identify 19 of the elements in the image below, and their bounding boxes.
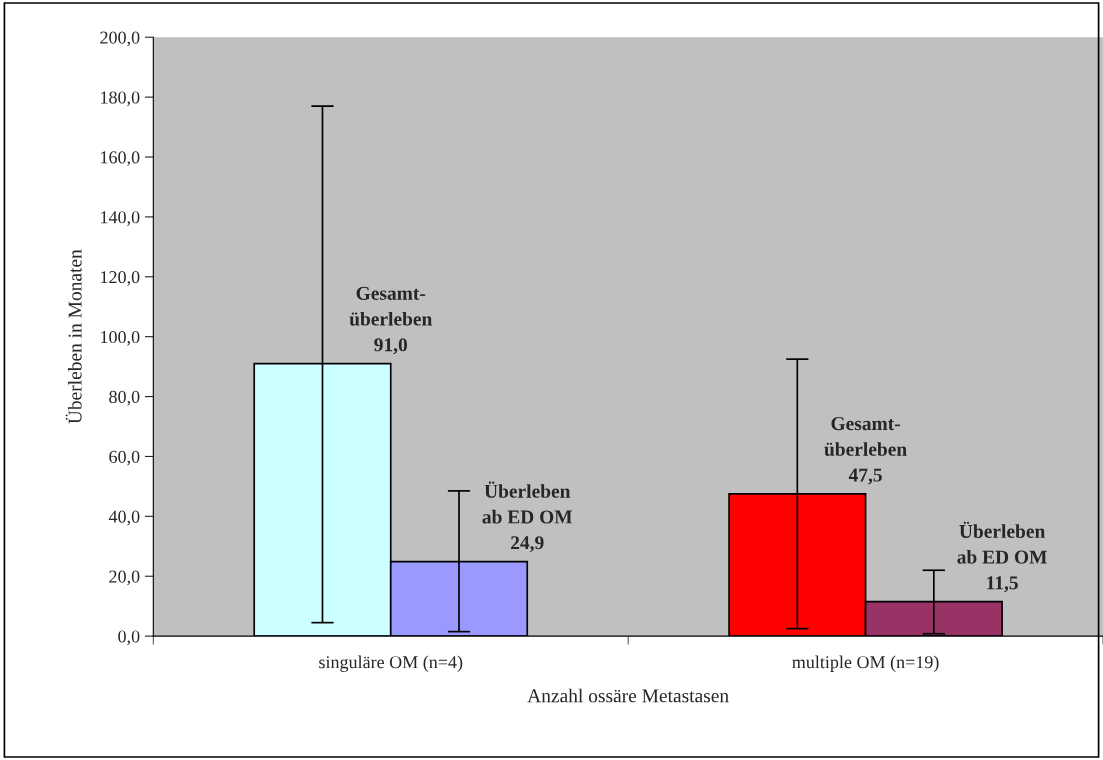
y-tick-label: 120,0 <box>101 271 140 286</box>
x-axis-title: Anzahl ossäre Metastasen <box>527 688 729 703</box>
y-tick-label: 80,0 <box>109 390 140 406</box>
y-tick-label: 20,0 <box>109 570 140 586</box>
x-tick-label: singuläre OM (n=4) <box>319 655 463 672</box>
data-label: Überleben ab ED OM 11,5 <box>957 521 1047 593</box>
y-tick-label: 100,0 <box>101 330 140 346</box>
y-tick-label: 140,0 <box>101 211 140 226</box>
y-tick-label: 40,0 <box>108 510 140 526</box>
data-label: Gesamt- überleben 91,0 <box>349 286 433 355</box>
y-tick-label: 160,0 <box>101 151 140 167</box>
y-tick-label: 60,0 <box>109 450 140 466</box>
y-tick-label: 0,0 <box>118 630 140 646</box>
y-tick-label: 200,0 <box>100 31 140 47</box>
data-label: Gesamt- überleben 47,5 <box>824 417 907 485</box>
data-label: Überleben ab ED OM 24,9 <box>482 481 573 553</box>
y-tick-label: 180,0 <box>101 91 140 107</box>
y-axis-title: Überleben in Monaten <box>65 249 82 424</box>
x-tick-label: multiple OM (n=19) <box>792 655 939 672</box>
